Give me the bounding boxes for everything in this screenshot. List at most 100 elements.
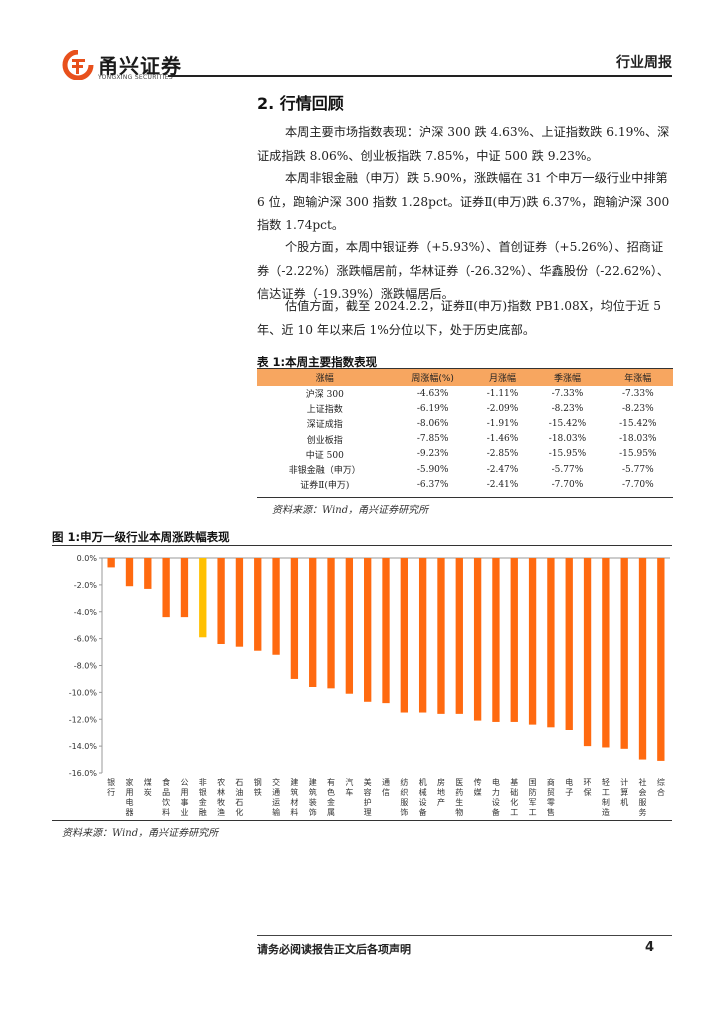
y-tick-label: -16.0% [69, 769, 98, 778]
bar [364, 558, 372, 702]
x-tick-label: 家用电器 [125, 777, 133, 817]
y-tick-label: -4.0% [74, 608, 98, 617]
table-row: 上证指数 -6.19% -2.09% -8.23% -8.23% [257, 401, 673, 416]
report-type: 行业周报 [616, 55, 672, 71]
bar [455, 558, 463, 714]
table-cell: -5.77% [621, 464, 654, 475]
x-tick-label: 美容护理 [364, 777, 372, 817]
x-tick-label: 计算机 [620, 777, 628, 807]
bar [583, 558, 592, 747]
table-cell: -9.23% [416, 449, 449, 460]
table-cell: -7.85% [416, 434, 449, 445]
header-divider [168, 75, 672, 77]
table-cell: 创业板指 [306, 435, 343, 446]
table-cell: -15.95% [619, 449, 657, 460]
table-row: 深证成指 -8.06% -1.91% -15.42% -15.42% [257, 416, 673, 431]
table-cell: -2.41% [486, 479, 519, 490]
x-tick-label: 纺织服饰 [400, 777, 408, 817]
figure-bottom-rule [52, 820, 672, 821]
table-cell: -2.47% [486, 464, 519, 475]
x-tick-label: 商贸零售 [547, 777, 555, 817]
bar [492, 558, 500, 722]
x-tick-label: 钢铁 [254, 777, 262, 797]
x-tick-label: 石油石化 [235, 778, 243, 817]
x-tick-label: 建筑材料 [290, 777, 298, 817]
table-cell: 深证成指 [306, 420, 343, 431]
bar [437, 558, 445, 714]
page-number: 4 [644, 940, 654, 955]
table-cell: 证券Ⅱ(申万) [300, 481, 350, 492]
bar [528, 558, 537, 725]
table-cell: -1.46% [486, 434, 519, 445]
x-tick-label: 建筑装饰 [309, 777, 317, 817]
section-title: 2. 行情回顾 [257, 94, 344, 113]
x-tick-label: 农林牧渔 [217, 777, 225, 817]
table-cell: -7.33% [621, 388, 654, 399]
x-tick-label: 交通运输 [272, 777, 280, 817]
column-header: 季涨幅 [532, 369, 603, 386]
table-row: 沪深 300 -4.63% -1.11% -7.33% -7.33% [257, 386, 673, 401]
paragraph-market-indices: 本周主要市场指数表现：沪深 300 跌 4.63%、上证指数跌 6.19%、深证… [257, 125, 670, 163]
footer-disclaimer: 请务必阅读报告正文后各项声明 [257, 943, 411, 956]
table-row: 中证 500 -9.23% -2.85% -15.95% -15.95% [257, 447, 673, 462]
table-cell: -15.42% [619, 418, 657, 429]
bar [217, 558, 225, 644]
index-performance-table: 涨幅 周涨幅(%) 月涨幅 季涨幅 年涨幅 沪深 300 -4.63% -1.11%… [257, 369, 673, 492]
table-cell: -1.11% [486, 388, 519, 399]
x-tick-label: 公用事业 [180, 778, 188, 817]
table-cell: -1.91% [486, 418, 519, 429]
brand-logo-icon [62, 50, 94, 80]
x-tick-label: 食品饮料 [162, 777, 170, 817]
column-header: 月涨幅 [472, 369, 533, 386]
table-title: 表 1:本周主要指数表现 [257, 355, 378, 369]
footer-divider [257, 935, 672, 936]
bar [125, 558, 134, 587]
brand-name: 甬兴证券 [98, 54, 182, 78]
bar [565, 558, 573, 730]
column-header: 年涨幅 [602, 369, 673, 386]
bar [254, 558, 262, 651]
x-tick-label: 电力设备 [492, 777, 500, 817]
figure-title: 图 1:申万一级行业本周涨跌幅表现 [52, 530, 230, 544]
x-tick-label: 传媒 [474, 777, 482, 797]
y-tick-label: -6.0% [74, 635, 98, 644]
table-cell: 沪深 300 [305, 390, 344, 401]
industry-bar-chart: 0.0% -2.0% -4.0% -6.0% -8.0% -10.0% -12.0% -14.… [69, 554, 670, 817]
table-cell: -18.03% [548, 434, 587, 445]
x-tick-label: 环保 [584, 778, 592, 797]
bar [199, 558, 207, 638]
y-tick-label: -12.0% [69, 715, 98, 724]
x-tick-label: 通信 [382, 777, 390, 797]
x-tick-label: 煤炭 [144, 777, 152, 797]
table-header-row: 涨幅 周涨幅(%) 月涨幅 季涨幅 年涨幅 [257, 369, 673, 386]
table-row: 证券Ⅱ(申万) -6.37% -2.41% -7.70% -7.70% [257, 477, 673, 492]
table-bottom-rule [257, 497, 673, 498]
x-tick-label: 房地产 [437, 777, 445, 807]
table-top-rule [257, 368, 673, 369]
table-cell: 非银金融（申万） [288, 466, 361, 477]
bar [400, 558, 408, 713]
table-cell: -5.77% [551, 464, 584, 475]
table-source: 资料来源：Wind，甬兴证券研究所 [272, 505, 429, 516]
table-cell: -15.95% [548, 449, 587, 460]
y-tick-label: -14.0% [69, 742, 98, 751]
bar [180, 558, 189, 618]
bar [547, 558, 555, 728]
x-tick-label: 社会服务 [639, 777, 647, 817]
brand-subtitle: YONGXING SECURITIES [98, 74, 173, 81]
column-header: 涨幅 [257, 369, 393, 386]
bar [473, 558, 482, 721]
table-cell: -8.23% [621, 403, 654, 414]
x-tick-label: 国防军工 [529, 778, 537, 817]
bar [510, 558, 518, 722]
y-tick-label: -8.0% [74, 662, 98, 671]
y-tick-label: 0.0% [77, 554, 98, 563]
bar [657, 558, 665, 761]
x-tick-label: 机械设备 [419, 777, 427, 817]
x-tick-label: 基础化工 [510, 777, 518, 817]
x-tick-label: 汽车 [345, 777, 353, 797]
table-cell: 上证指数 [306, 405, 343, 416]
x-tick-label: 银行 [107, 777, 115, 797]
table-cell: -8.23% [551, 403, 584, 414]
bar [602, 558, 610, 748]
